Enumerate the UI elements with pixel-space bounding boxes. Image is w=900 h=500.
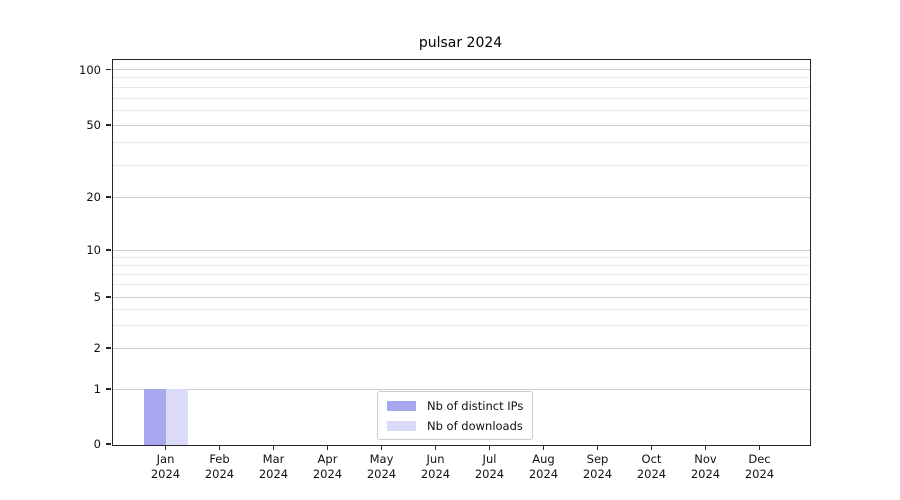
gridline-minor [113,324,810,326]
y-tick-label: 1 [93,382,101,396]
x-tick-mark [434,445,437,450]
y-tick-label: 100 [79,62,101,77]
y-tick-mark [106,388,111,390]
x-tick-mark [488,445,491,450]
gridline-minor [113,97,810,99]
legend-label-distinct-ips: Nb of distinct IPs [427,398,524,413]
y-tick-mark [106,296,111,298]
y-tick-mark [106,68,111,71]
x-tick-label: Apr 2024 [312,452,343,481]
gridline-major [113,388,810,390]
y-tick-mark [106,124,111,126]
bar-nb-of-distinct-ips [143,389,166,445]
y-tick-label: 50 [86,118,101,132]
x-tick-mark [758,445,761,450]
x-tick-label: Feb 2024 [204,452,235,481]
x-tick-label: May 2024 [366,452,397,481]
y-tick-mark [106,443,111,445]
gridline-minor [113,86,810,88]
legend: Nb of distinct IPs Nb of downloads [377,391,534,440]
gridline-minor [113,284,810,286]
x-tick-label: Aug 2024 [528,452,559,481]
y-tick-label: 2 [93,341,101,355]
legend-item-distinct-ips: Nb of distinct IPs [387,397,523,414]
y-tick-mark [106,249,111,251]
x-tick-label: Jun 2024 [420,452,451,481]
bar-nb-of-downloads [165,389,188,445]
legend-swatch-downloads-icon [387,420,416,431]
gridline-minor [113,308,810,310]
gridline-minor [113,142,810,144]
gridline-minor [113,77,810,79]
gridline-minor [113,256,810,258]
y-tick-mark [106,347,111,349]
y-tick-label: 0 [93,437,101,451]
gridline-minor [113,109,810,111]
x-tick-mark [164,445,167,450]
y-tick-label: 5 [93,290,101,304]
x-tick-mark [650,445,653,450]
gridline-major [113,249,810,251]
x-tick-mark [542,445,545,450]
gridline-minor [113,164,810,166]
x-tick-mark [596,445,599,450]
legend-swatch-distinct-ips-icon [387,400,416,411]
x-tick-label: Sep 2024 [582,452,613,481]
x-tick-mark [380,445,383,450]
y-tick-label: 20 [86,190,101,204]
x-tick-label: Jul 2024 [474,452,505,481]
y-tick-mark [106,196,111,198]
x-tick-label: Nov 2024 [690,452,721,481]
gridline-major [113,347,810,349]
plot-area: 0 1 2 5 10 20 50 100 Jan 2024 Feb 2024 Mar 2024 Apr 20… [79,59,811,481]
x-tick-label: Dec 2024 [744,452,775,481]
legend-item-downloads: Nb of downloads [387,417,523,434]
gridline-major [113,69,810,70]
x-tick-mark [704,445,707,450]
gridline-minor [113,273,810,275]
gridline-minor [113,264,810,266]
gridline-major [113,124,810,126]
x-tick-label: Mar 2024 [258,452,289,481]
x-tick-label: Oct 2024 [636,452,667,481]
x-tick-mark [272,445,275,450]
x-tick-mark [326,445,329,450]
y-tick-label: 10 [86,243,101,257]
x-tick-mark [218,445,221,450]
chart-title: pulsar 2024 [418,35,503,51]
x-tick-label: Jan 2024 [150,452,181,481]
gridline-major [113,296,810,298]
gridline-major [113,196,810,198]
legend-label-downloads: Nb of downloads [427,418,523,433]
